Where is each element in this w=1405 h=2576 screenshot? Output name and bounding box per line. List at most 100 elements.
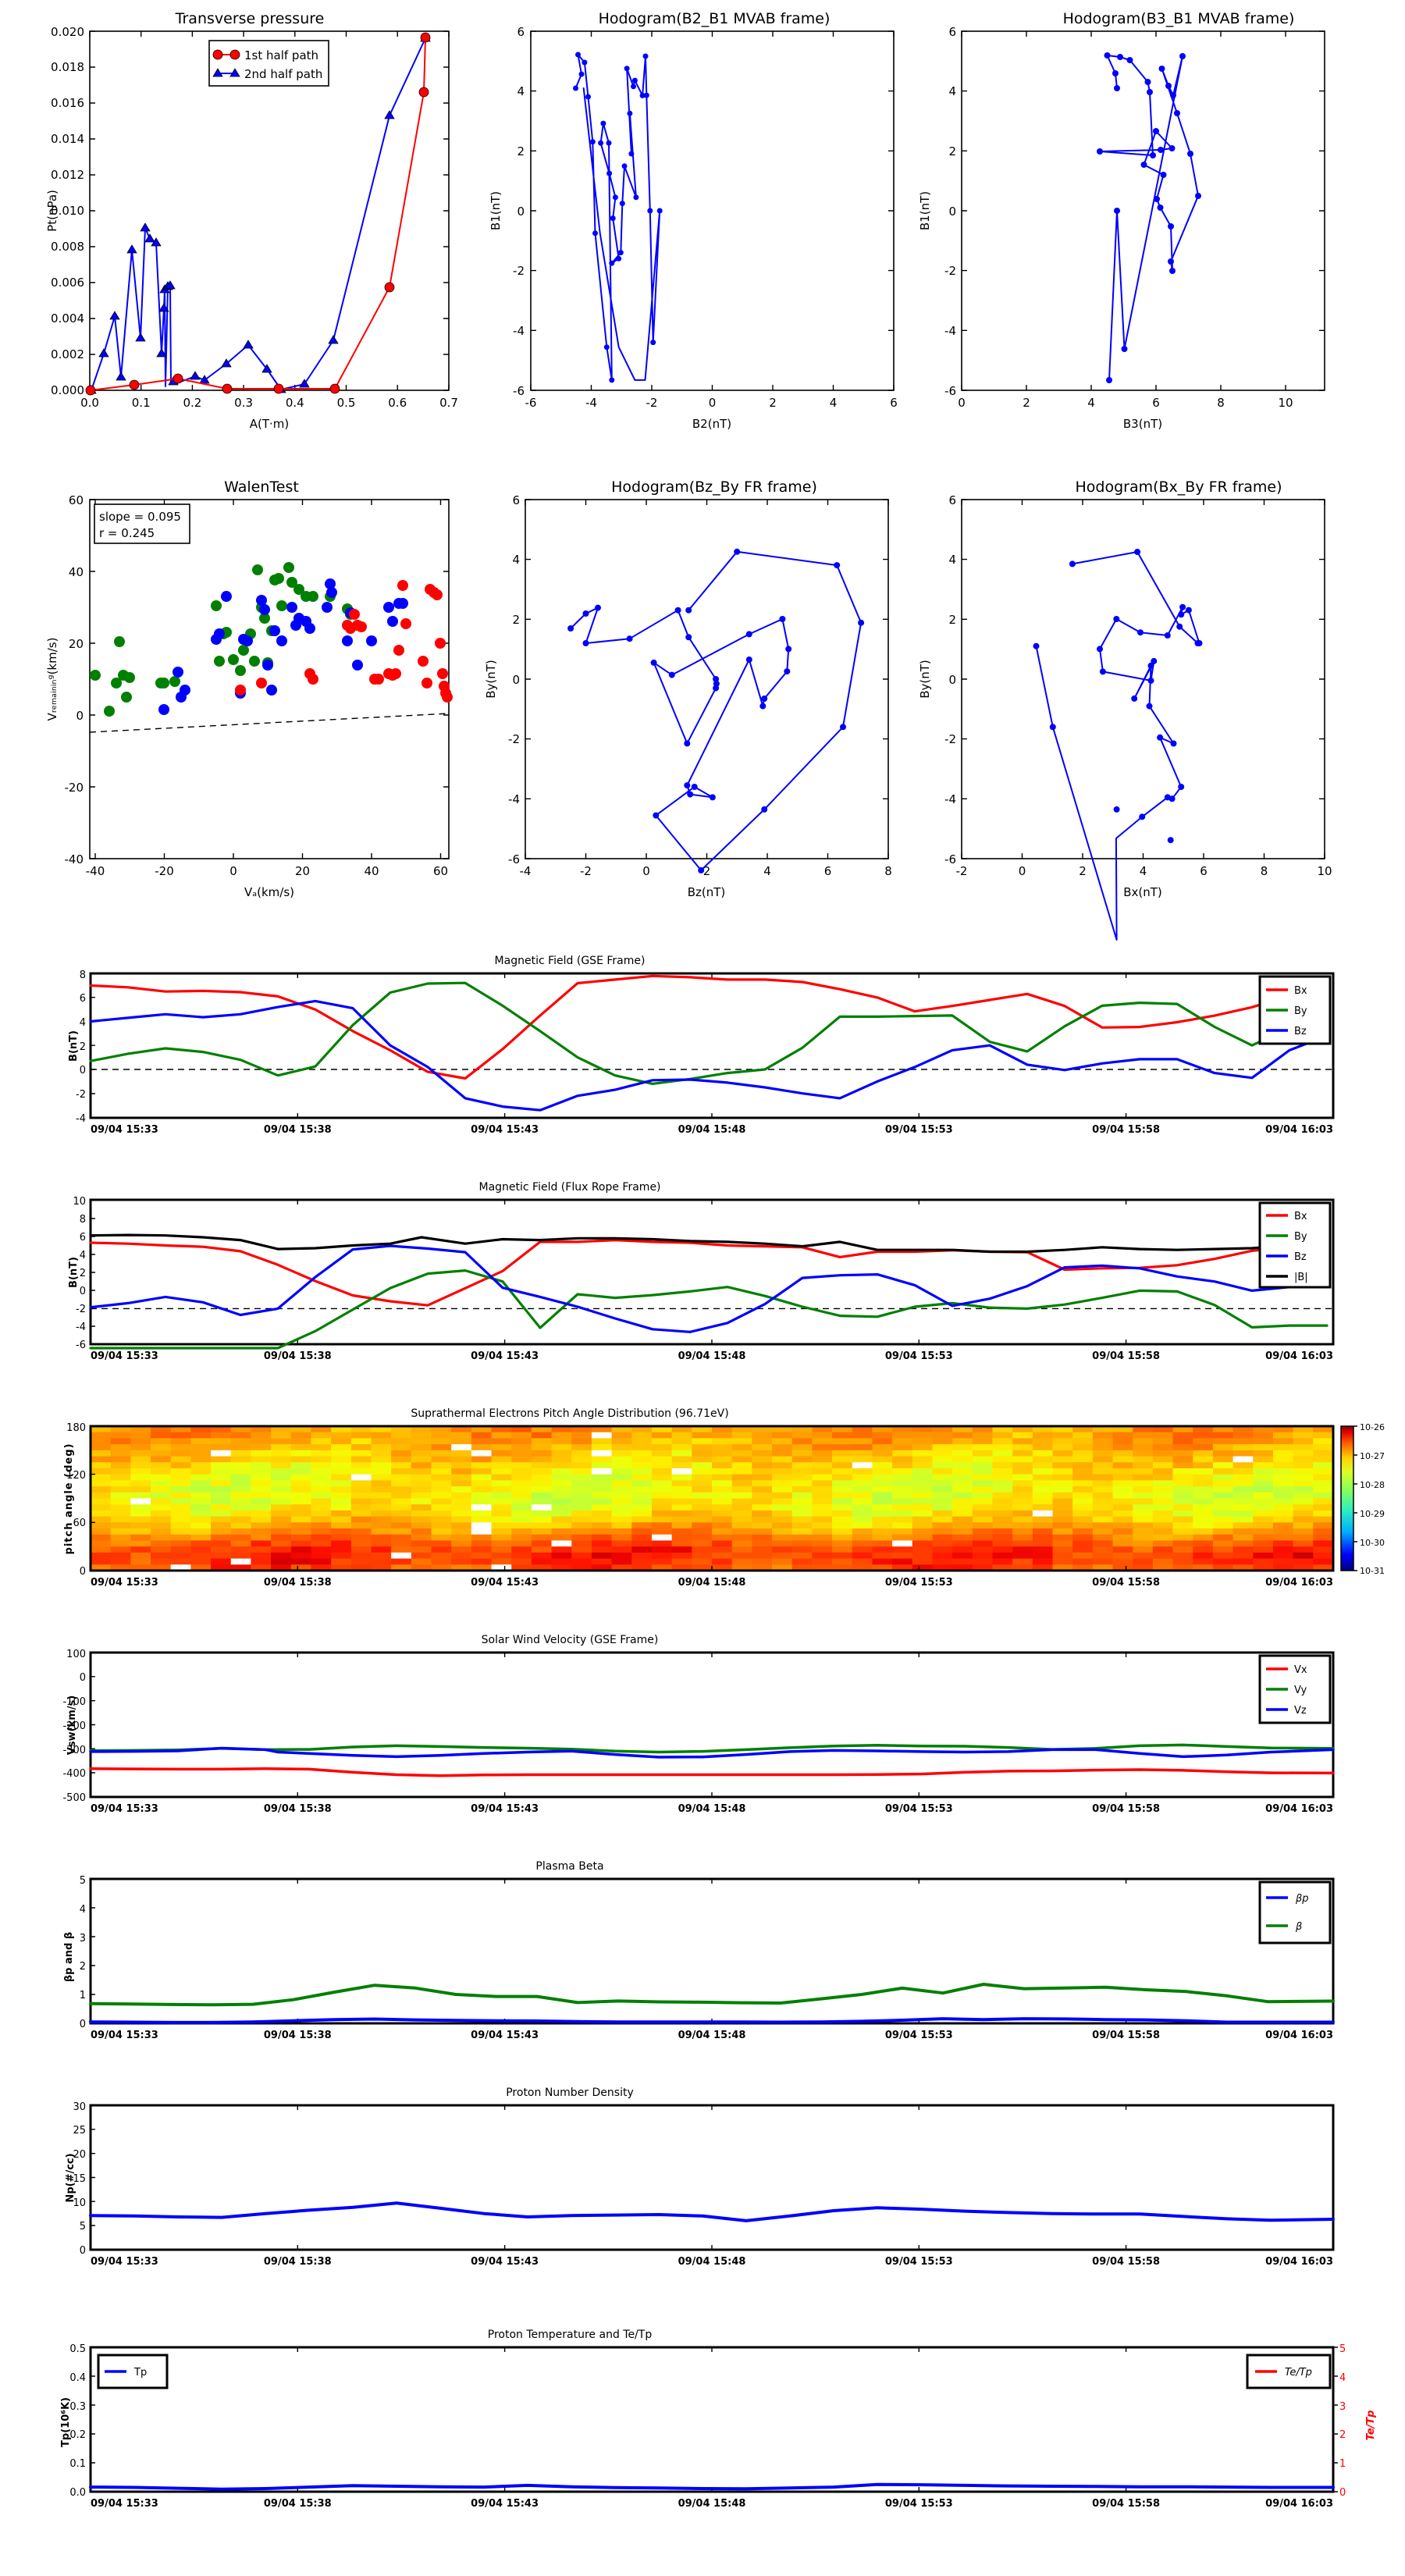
time-tick: 09/04 16:03	[1265, 1577, 1333, 1589]
y-axis-label: Tp(10⁶K)	[60, 2397, 72, 2447]
scatter-group-blue	[158, 578, 408, 715]
time-tick: 09/04 15:38	[264, 2256, 332, 2268]
panel-proton-number-density: Proton Number Density 0 5 10 15 20 25 30…	[0, 2080, 1405, 2307]
y-tick: -500	[62, 1792, 86, 1804]
series-beta	[89, 1983, 1335, 2007]
x-tick: 20	[295, 864, 310, 878]
panel-hodogram-b2-b1: Hodogram(B2_B1 MVAB frame) -6 -4 -2 0 2 …	[468, 0, 937, 453]
time-tick: 09/04 15:43	[471, 1124, 539, 1136]
y-tick: 0.014	[51, 132, 84, 146]
x-tick: -4	[585, 396, 597, 410]
panel-title: Hodogram(B2_B1 MVAB frame)	[599, 10, 831, 27]
y-tick: -100	[62, 1696, 86, 1708]
y-tick: 6	[948, 25, 956, 39]
y-axis-label: B(nT)	[68, 1257, 80, 1288]
series-hodogram-trace	[1099, 55, 1199, 381]
x-tick: 6	[890, 396, 898, 410]
x-tick: 6	[824, 864, 832, 878]
markers-hodogram	[567, 548, 865, 873]
x-tick: 0	[958, 396, 966, 410]
y-axis-ticks: 0 1 2 3 4 5	[80, 1875, 95, 2030]
time-tick: 09/04 15:43	[471, 1350, 539, 1362]
panel-title: Hodogram(Bx_By FR frame)	[1075, 479, 1282, 496]
markers-hodogram	[1097, 52, 1201, 383]
panel-walen-test: WalenTest -40 -20 0 20 40 60 -40	[0, 468, 468, 921]
series-beta-p	[89, 2017, 1335, 2024]
y-tick: 100	[66, 1649, 86, 1660]
panel-title: WalenTest	[224, 479, 299, 496]
y-axis-ticks: 0 5 10 15 20 25 30	[73, 2101, 95, 2257]
x-axis-ticks: -2 0 2 4 6 8 10	[956, 500, 1332, 878]
time-tick: 09/04 15:33	[91, 1124, 158, 1136]
x-tick: 0.6	[388, 396, 407, 410]
y-tick: 6	[80, 1232, 86, 1244]
x-tick: -40	[86, 864, 105, 878]
x-axis-label: A(T·m)	[250, 417, 290, 431]
y-tick: -4	[508, 792, 520, 806]
legend-label: Te/Tp	[1285, 2367, 1312, 2379]
y-axis-label: By(nT)	[484, 660, 498, 699]
y-tick: -4	[76, 1322, 86, 1333]
y-tick: 0.5	[69, 2343, 86, 2355]
x-tick: 0.3	[234, 396, 253, 410]
x-tick: 2	[703, 864, 711, 878]
y-tick: 6	[80, 993, 86, 1005]
y-tick: 2	[80, 1268, 86, 1279]
x-axis-ticks: 09/04 15:33 09/04 15:38 09/04 15:43 09/0…	[90, 2347, 1334, 2510]
x-tick: 0	[642, 864, 650, 878]
time-tick: 09/04 15:53	[885, 1803, 953, 1815]
legend: Bx By Bz |B|	[1258, 1201, 1332, 1289]
time-tick: 09/04 15:58	[1092, 2498, 1160, 2510]
series-b-magnitude	[89, 1233, 1329, 1254]
markers-1st-half-path	[85, 32, 431, 396]
panel-plasma-beta: Plasma Beta 0 1 2 3 4 5 09/04 15:33 09/0…	[0, 1854, 1405, 2080]
y-tick-right: 0	[1339, 2487, 1346, 2499]
x-tick: 8	[1261, 864, 1268, 878]
series-bz	[89, 999, 1329, 1112]
y-tick-right: 3	[1339, 2401, 1346, 2413]
y-tick: 2	[948, 144, 956, 158]
panel-title: Transverse pressure	[175, 10, 325, 27]
plot-area: -40 -20 0 20 40 60 -40 -20 0 20 40	[45, 493, 453, 899]
x-tick: 4	[1087, 396, 1095, 410]
colorbar-tick: 10-28	[1360, 1480, 1385, 1490]
x-tick: 8	[884, 864, 892, 878]
y-tick: 0.016	[51, 96, 84, 110]
colorbar-tick: 10-29	[1360, 1509, 1385, 1519]
y-tick: -40	[65, 852, 84, 866]
plot-area: 0 1 2 3 4 5 09/04 15:33 09/04 15:38 09/0…	[63, 1875, 1335, 2041]
y-tick: -4	[76, 1113, 86, 1125]
time-tick: 09/04 15:38	[264, 2030, 332, 2041]
y-tick: 4	[80, 1017, 86, 1029]
x-tick: 0	[229, 864, 237, 878]
x-axis-label: Bx(nT)	[1123, 885, 1162, 899]
y-tick: -6	[944, 384, 956, 398]
x-axis-label: B3(nT)	[1123, 417, 1162, 431]
x-tick: 0.0	[80, 396, 99, 410]
x-tick: 8	[1217, 396, 1225, 410]
y-tick: 0.010	[51, 204, 84, 218]
x-tick: 10	[1278, 396, 1293, 410]
y-tick: -2	[508, 732, 520, 746]
time-tick: 09/04 15:33	[91, 1350, 158, 1362]
panel-hodogram-bx-by: Hodogram(Bx_By FR frame) -6 -4 -2 0 2 4 …	[918, 468, 1405, 941]
markers-2nd-half-path	[86, 33, 431, 394]
x-axis-ticks: 0 2 4 6 8 10	[958, 31, 1293, 410]
time-tick: 09/04 15:38	[264, 1577, 332, 1589]
series-vy	[89, 1743, 1335, 1754]
panel-magnetic-field-gse: Magnetic Field (GSE Frame) -4 -2 0 2 4 6…	[0, 948, 1405, 1175]
series-by	[89, 1268, 1329, 1350]
legend-label: By	[1294, 1231, 1307, 1243]
y-tick: 0	[512, 673, 520, 687]
y-tick: 0	[948, 673, 956, 687]
legend-label: Vy	[1294, 1685, 1307, 1696]
y-axis-ticks-left: 0.0 0.1 0.2 0.3 0.4 0.5	[69, 2343, 95, 2499]
time-tick: 09/04 15:38	[264, 1350, 332, 1362]
x-axis-ticks: 09/04 15:33 09/04 15:38 09/04 15:43 09/0…	[90, 1879, 1334, 2041]
y-tick-right: 4	[1339, 2372, 1346, 2384]
time-tick: 09/04 15:58	[1092, 1350, 1160, 1362]
markers-hodogram	[1033, 549, 1203, 844]
y-axis-ticks-right: 0 1 2 3 4 5	[1333, 2343, 1346, 2499]
time-tick: 09/04 15:33	[91, 1577, 158, 1589]
x-tick: -4	[520, 864, 532, 878]
